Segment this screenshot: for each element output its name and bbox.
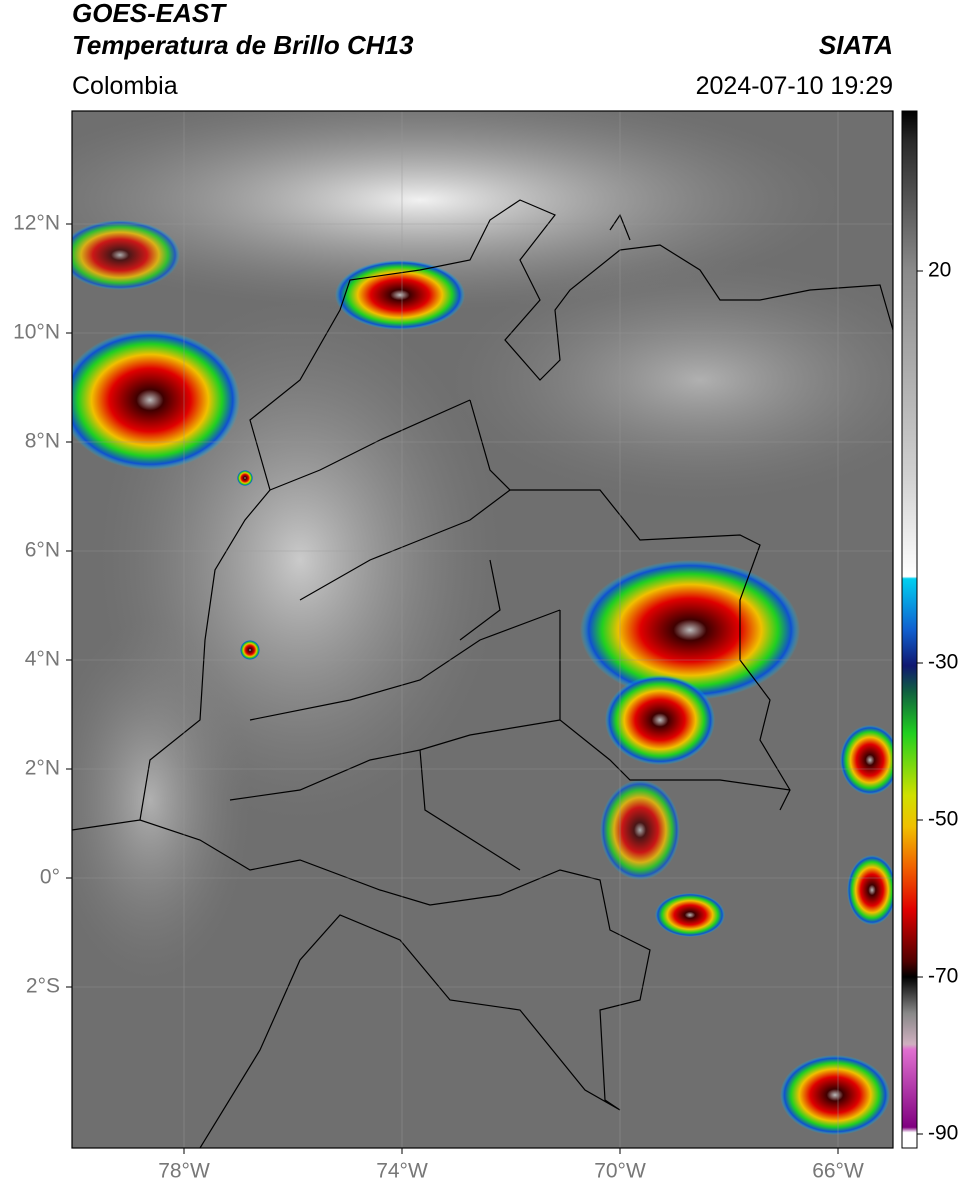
lat-label: 10°N [13,321,60,344]
lat-label: 2°N [25,757,60,780]
lon-label: 78°W [158,1160,210,1183]
source: SIATA [818,30,893,60]
lat-label: 12°N [13,212,60,235]
lat-label: 0° [40,866,60,889]
title: GOES-EAST [72,0,226,28]
lon-label: 74°W [376,1160,428,1183]
lat-label: 8°N [25,430,60,453]
borders [72,199,893,1148]
colorbar [901,110,918,1149]
graticule [72,111,893,1148]
lat-label: 2°S [26,975,60,998]
lon-label: 66°W [812,1160,864,1183]
colorbar-label: -70 [928,965,958,988]
subtitle: Temperatura de Brillo CH13 [72,30,414,60]
colorbar-label: -90 [928,1122,958,1145]
lat-label: 4°N [25,648,60,671]
colorbar-label: -30 [928,651,958,674]
satellite-image [72,111,893,1148]
colorbar-label: -50 [928,808,958,831]
map-frame [71,110,894,1149]
datetime: 2024-07-10 19:29 [695,72,893,100]
colorbar-label: 20 [928,259,951,282]
region: Colombia [72,72,178,100]
lat-label: 6°N [25,539,60,562]
lon-label: 70°W [594,1160,646,1183]
